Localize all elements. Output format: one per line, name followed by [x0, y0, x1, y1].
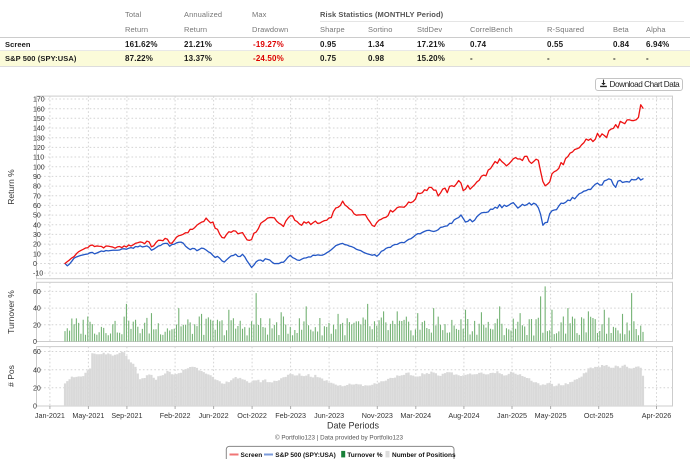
svg-text:20: 20 [33, 385, 41, 392]
svg-text:120: 120 [33, 145, 45, 152]
svg-text:50: 50 [33, 213, 41, 220]
svg-text:Oct-2025: Oct-2025 [584, 411, 614, 420]
svg-text:80: 80 [33, 184, 41, 191]
svg-text:Turnover %: Turnover % [6, 290, 16, 334]
svg-text:# Pos: # Pos [6, 365, 16, 387]
svg-text:Turnover %: Turnover % [347, 452, 382, 459]
svg-text:Jan-2021: Jan-2021 [35, 411, 65, 420]
svg-text:-10: -10 [33, 271, 43, 278]
svg-text:70: 70 [33, 193, 41, 200]
svg-text:Jan-2025: Jan-2025 [497, 411, 527, 420]
svg-text:60: 60 [33, 349, 41, 356]
svg-text:100: 100 [33, 164, 45, 171]
svg-text:0: 0 [33, 404, 37, 411]
svg-text:Feb-2023: Feb-2023 [275, 411, 306, 420]
svg-text:30: 30 [33, 232, 41, 239]
svg-text:90: 90 [33, 174, 41, 181]
svg-text:110: 110 [33, 155, 44, 162]
svg-text:170: 170 [33, 97, 45, 104]
svg-text:Jun-2022: Jun-2022 [199, 411, 229, 420]
svg-text:Return %: Return % [6, 169, 16, 205]
svg-text:Sep-2021: Sep-2021 [111, 411, 142, 420]
svg-text:Oct-2022: Oct-2022 [237, 411, 267, 420]
svg-text:130: 130 [33, 135, 45, 142]
svg-text:160: 160 [33, 106, 45, 113]
svg-text:0: 0 [33, 261, 37, 268]
svg-text:Apr-2026: Apr-2026 [642, 411, 672, 420]
svg-text:60: 60 [33, 203, 41, 210]
svg-text:Screen: Screen [241, 452, 263, 459]
svg-text:40: 40 [33, 222, 41, 229]
svg-text:Mar-2024: Mar-2024 [400, 411, 431, 420]
svg-text:40: 40 [33, 306, 41, 313]
svg-text:S&P 500 (SPY:USA): S&P 500 (SPY:USA) [275, 452, 335, 459]
svg-text:60: 60 [33, 289, 41, 296]
svg-text:0: 0 [33, 339, 37, 346]
svg-text:140: 140 [33, 126, 45, 133]
svg-text:20: 20 [33, 242, 41, 249]
svg-text:May-2025: May-2025 [535, 411, 567, 420]
svg-text:150: 150 [33, 116, 45, 123]
svg-text:20: 20 [33, 322, 41, 329]
svg-text:Date Periods: Date Periods [327, 421, 380, 431]
svg-text:© Portfolio123 | Data provided: © Portfolio123 | Data provided by Portfo… [275, 434, 404, 442]
svg-text:Aug-2024: Aug-2024 [448, 411, 479, 420]
svg-text:Jun-2023: Jun-2023 [314, 411, 344, 420]
svg-text:May-2021: May-2021 [72, 411, 104, 420]
svg-text:Number of Positions: Number of Positions [392, 452, 456, 459]
svg-text:Feb-2022: Feb-2022 [160, 411, 191, 420]
svg-text:10: 10 [33, 251, 41, 258]
svg-text:Nov-2023: Nov-2023 [362, 411, 393, 420]
svg-text:40: 40 [33, 367, 41, 374]
